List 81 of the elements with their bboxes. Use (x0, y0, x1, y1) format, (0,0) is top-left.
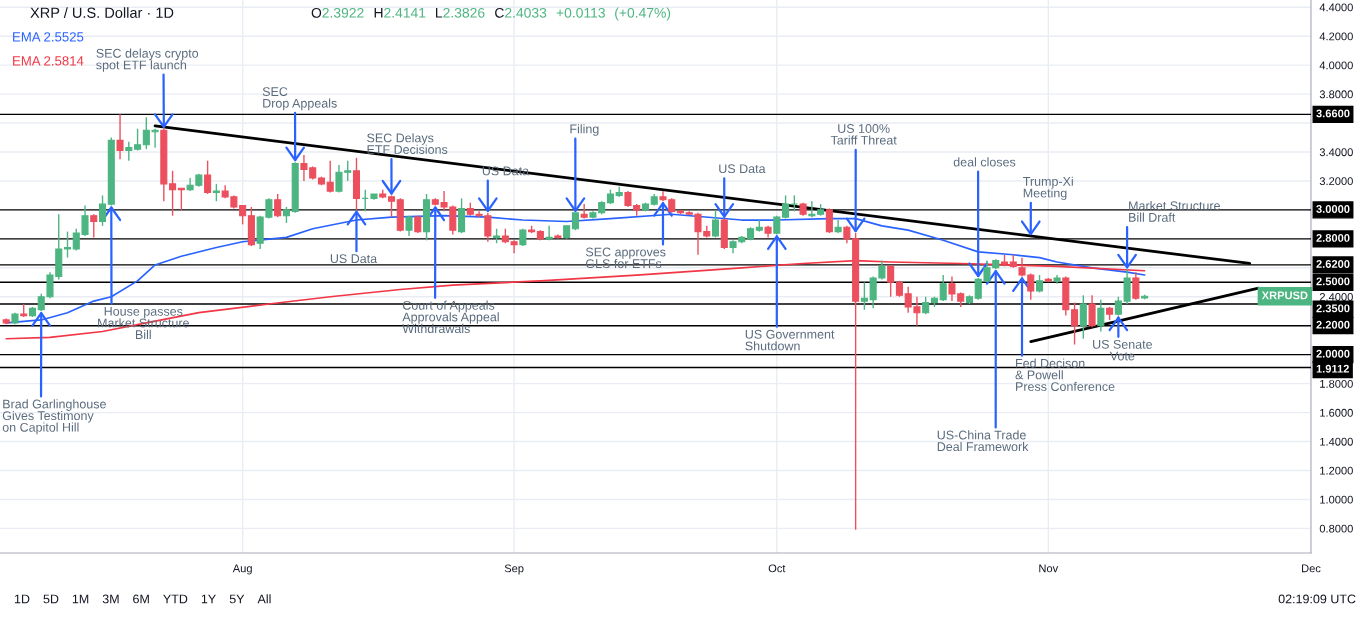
y-tick-label: 1.4000 (1320, 437, 1353, 446)
annotation: Trump-Xi Meeting (1023, 176, 1073, 200)
candlestick (458, 197, 466, 234)
x-tick-label: Nov (1039, 564, 1059, 573)
text: 1D (14, 594, 30, 604)
text: 02:19:09 UTC (1278, 594, 1356, 604)
y-tick-label: 1.2000 (1320, 466, 1353, 475)
annotation: Filing (570, 124, 599, 136)
candlestick (125, 141, 133, 162)
y-tick-label: 3.2000 (1319, 177, 1353, 186)
candlestick (204, 159, 212, 195)
y-tick-label: 2.4000 (1319, 293, 1353, 301)
text: 5D (43, 594, 59, 604)
candlestick (63, 230, 72, 259)
text: 6M (133, 594, 149, 604)
y-tick-label: 3.8000 (1319, 90, 1353, 99)
candlestick (1088, 294, 1096, 328)
text: O2.3922 H2.4141 L2.3826 C2.4033 +0.0113 (+0.47%) (311, 7, 671, 21)
annotation: XRPUSD (1261, 291, 1308, 300)
y-tick-label: 1.8000 (1320, 379, 1353, 388)
candlestick (887, 264, 895, 298)
y-tick-label: 1.6000 (1320, 408, 1353, 417)
candlestick (782, 194, 790, 220)
ref-line-label: 3.0000 (1316, 205, 1350, 213)
ref-line-label: 2.0000 (1316, 349, 1350, 358)
candlestick (387, 194, 396, 218)
candlestick (1071, 301, 1079, 346)
annotation: US Data (482, 166, 530, 176)
text: All (257, 594, 271, 604)
candlestick (169, 170, 177, 217)
y-tick-label: 4.4000 (1319, 3, 1353, 12)
text: 3M (102, 594, 119, 604)
candlestick (545, 225, 553, 242)
text: EMA 2.5525 (13, 32, 84, 42)
candlestick (90, 213, 98, 239)
annotation: US Data (330, 254, 378, 264)
ref-line-label: 2.6200 (1316, 260, 1350, 268)
candlestick (134, 128, 142, 152)
annotation: US Government Shutdown (745, 329, 835, 351)
candlestick (860, 281, 868, 311)
candlestick (939, 274, 947, 302)
x-tick-label: Sep (504, 564, 524, 575)
text: EMA 2.5814 (13, 56, 84, 66)
candlestick (1079, 294, 1087, 340)
candlestick (98, 194, 107, 227)
ref-line-label: 2.2000 (1316, 320, 1350, 329)
x-tick-label: Oct (768, 564, 786, 573)
y-tick-label: 4.0000 (1319, 61, 1353, 70)
x-tick-label: Dec (1302, 564, 1321, 573)
candlestick (326, 159, 334, 194)
y-tick-label: 1.0000 (1320, 495, 1353, 504)
y-tick-label: 3.4000 (1319, 148, 1353, 157)
ref-line-label: 2.3500 (1316, 304, 1350, 313)
y-tick-label: 0.8000 (1319, 524, 1353, 533)
candlestick (711, 209, 720, 239)
annotation: SEC delays crypto spot ETF launch (96, 48, 199, 72)
candlestick (825, 207, 833, 234)
candlestick (1097, 298, 1105, 333)
candlestick (1132, 271, 1140, 301)
annotation: US 100% Tariff Threat (830, 124, 897, 145)
chart-title: XRP / U.S. Dollar · 1D (30, 7, 174, 18)
text: 1Y (201, 594, 216, 604)
annotation: deal closes (953, 157, 1016, 167)
ref-line-label: 1.9112 (1316, 364, 1349, 373)
text: 5Y (229, 594, 245, 604)
ref-line-label: 3.6600 (1316, 109, 1350, 118)
text: 1M (72, 594, 89, 604)
candlestick (274, 193, 282, 218)
x-tick-label: Aug (232, 564, 252, 575)
annotation: Market Structure Bill Draft (1129, 200, 1220, 222)
y-tick-label: 4.2000 (1319, 32, 1353, 41)
text: YTD (163, 594, 188, 604)
ref-line-label: 2.5000 (1316, 277, 1350, 286)
annotation: Brad Garlinghouse Gives Testimony on Capitol Hill (2, 399, 106, 435)
annotation: US-China Trade Deal Framework (937, 430, 1029, 452)
candlestick (580, 203, 588, 220)
ref-line-label: 2.8000 (1316, 233, 1350, 242)
annotation: SEC Drop Appeals (262, 87, 337, 111)
annotation: US Data (719, 164, 766, 174)
candlestick (116, 113, 124, 160)
annotation: SEC Delays ETF Decisions (367, 133, 448, 154)
